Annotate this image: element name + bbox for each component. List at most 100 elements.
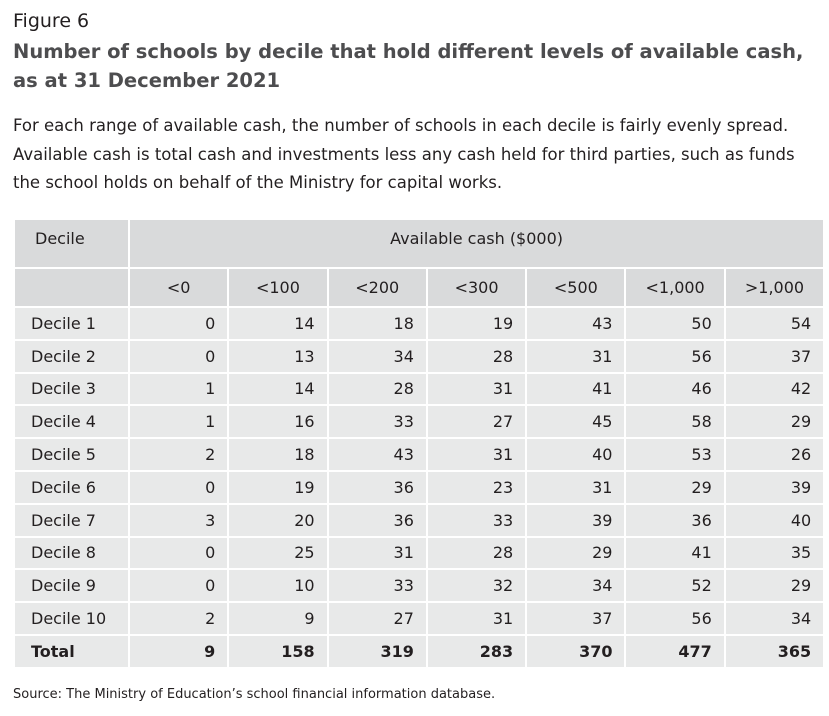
school-count-cell: 36 xyxy=(624,502,726,538)
school-count-cell: 54 xyxy=(723,306,826,341)
school-count-cell: 33 xyxy=(326,404,428,440)
school-count-cell: 41 xyxy=(525,371,627,407)
school-count-cell: 10 xyxy=(227,568,329,604)
school-count-cell: 0 xyxy=(127,338,230,374)
table-body: Decile 1 0 14 18 19 43 50 54 Decile 2 0 13 34 28 31 56… xyxy=(13,306,826,669)
school-count-cell: 31 xyxy=(425,437,528,472)
table-row: Decile 8 0 25 31 28 29 41 35 xyxy=(13,535,826,571)
school-count-cell: 0 xyxy=(127,306,230,341)
school-count-cell: 27 xyxy=(326,601,428,636)
total-value-cell: 477 xyxy=(624,633,726,669)
school-count-cell: 33 xyxy=(326,568,428,604)
school-count-cell: 56 xyxy=(624,601,726,636)
school-count-cell: 9 xyxy=(227,601,329,636)
table-row: Decile 7 3 20 36 33 39 36 40 xyxy=(13,502,826,538)
table-row: Decile 6 0 19 36 23 31 29 39 xyxy=(13,469,826,505)
school-count-cell: 42 xyxy=(723,371,826,407)
total-value-cell: 365 xyxy=(723,633,826,669)
school-count-cell: 45 xyxy=(525,404,627,440)
table-row: Decile 5 2 18 43 31 40 53 26 xyxy=(13,437,826,472)
school-count-cell: 19 xyxy=(227,469,329,505)
school-count-cell: 27 xyxy=(425,404,528,440)
source-note: Source: The Ministry of Education’s scho… xyxy=(13,687,496,702)
total-value-cell: 158 xyxy=(227,633,329,669)
school-count-cell: 31 xyxy=(425,371,528,407)
school-count-cell: 2 xyxy=(127,437,230,472)
school-count-cell: 20 xyxy=(227,502,329,538)
school-count-cell: 29 xyxy=(525,535,627,571)
school-count-cell: 36 xyxy=(326,469,428,505)
school-count-cell: 53 xyxy=(624,437,726,472)
school-count-cell: 16 xyxy=(227,404,329,440)
school-count-cell: 0 xyxy=(127,469,230,505)
table-row: Decile 1 0 14 18 19 43 50 54 xyxy=(13,306,826,341)
school-count-cell: 3 xyxy=(127,502,230,538)
table-row: Decile 4 1 16 33 27 45 58 29 xyxy=(13,404,826,440)
school-count-cell: 25 xyxy=(227,535,329,571)
table-header-row: Decile Available cash ($000) xyxy=(13,218,826,269)
table-total-row: Total 9 158 319 283 370 477 365 xyxy=(13,633,826,669)
school-count-cell: 41 xyxy=(624,535,726,571)
school-count-cell: 32 xyxy=(425,568,528,604)
school-count-cell: 58 xyxy=(624,404,726,440)
total-value-cell: 319 xyxy=(326,633,428,669)
table-row: Decile 2 0 13 34 28 31 56 37 xyxy=(13,338,826,374)
school-count-cell: 29 xyxy=(723,404,826,440)
school-count-cell: 13 xyxy=(227,338,329,374)
school-count-cell: 23 xyxy=(425,469,528,505)
table-row: Decile 10 2 9 27 31 37 56 34 xyxy=(13,601,826,636)
cash-range-column-header: <100 xyxy=(227,267,329,308)
total-label: Total xyxy=(13,633,130,669)
cash-range-column-header: >1,000 xyxy=(723,267,826,308)
decile-label: Decile 10 xyxy=(13,601,130,636)
school-count-cell: 26 xyxy=(723,437,826,472)
school-count-cell: 18 xyxy=(326,306,428,341)
decile-label: Decile 7 xyxy=(13,502,130,538)
school-count-cell: 33 xyxy=(425,502,528,538)
cash-range-column-header: <1,000 xyxy=(624,267,726,308)
school-count-cell: 29 xyxy=(624,469,726,505)
school-count-cell: 14 xyxy=(227,306,329,341)
school-count-cell: 0 xyxy=(127,568,230,604)
school-count-cell: 34 xyxy=(326,338,428,374)
decile-label: Decile 9 xyxy=(13,568,130,604)
table-row: Decile 9 0 10 33 32 34 52 29 xyxy=(13,568,826,604)
school-count-cell: 18 xyxy=(227,437,329,472)
total-value-cell: 283 xyxy=(425,633,528,669)
school-count-cell: 31 xyxy=(525,469,627,505)
school-count-cell: 39 xyxy=(525,502,627,538)
decile-label: Decile 6 xyxy=(13,469,130,505)
cash-by-decile-table-container: Decile Available cash ($000) <0 <100 <200 <… xyxy=(13,218,826,669)
school-count-cell: 14 xyxy=(227,371,329,407)
school-count-cell: 28 xyxy=(425,338,528,374)
school-count-cell: 19 xyxy=(425,306,528,341)
school-count-cell: 31 xyxy=(326,535,428,571)
school-count-cell: 37 xyxy=(723,338,826,374)
school-count-cell: 43 xyxy=(525,306,627,341)
school-count-cell: 46 xyxy=(624,371,726,407)
figure-description: For each range of available cash, the nu… xyxy=(13,116,795,192)
cash-by-decile-table: Decile Available cash ($000) <0 <100 <200 <… xyxy=(13,218,826,669)
table-row: Decile 3 1 14 28 31 41 46 42 xyxy=(13,371,826,407)
school-count-cell: 37 xyxy=(525,601,627,636)
figure-title: Number of schools by decile that hold di… xyxy=(13,40,804,92)
school-count-cell: 36 xyxy=(326,502,428,538)
school-count-cell: 35 xyxy=(723,535,826,571)
available-cash-group-header: Available cash ($000) xyxy=(127,218,826,269)
school-count-cell: 2 xyxy=(127,601,230,636)
total-value-cell: 370 xyxy=(525,633,627,669)
school-count-cell: 1 xyxy=(127,404,230,440)
decile-label: Decile 5 xyxy=(13,437,130,472)
cash-range-column-header: <0 xyxy=(127,267,230,308)
school-count-cell: 31 xyxy=(425,601,528,636)
school-count-cell: 40 xyxy=(525,437,627,472)
total-value-cell: 9 xyxy=(127,633,230,669)
school-count-cell: 34 xyxy=(525,568,627,604)
decile-subheader-blank xyxy=(13,267,130,308)
decile-column-header: Decile xyxy=(13,218,130,269)
decile-label: Decile 3 xyxy=(13,371,130,407)
decile-label: Decile 4 xyxy=(13,404,130,440)
school-count-cell: 28 xyxy=(326,371,428,407)
school-count-cell: 39 xyxy=(723,469,826,505)
school-count-cell: 29 xyxy=(723,568,826,604)
